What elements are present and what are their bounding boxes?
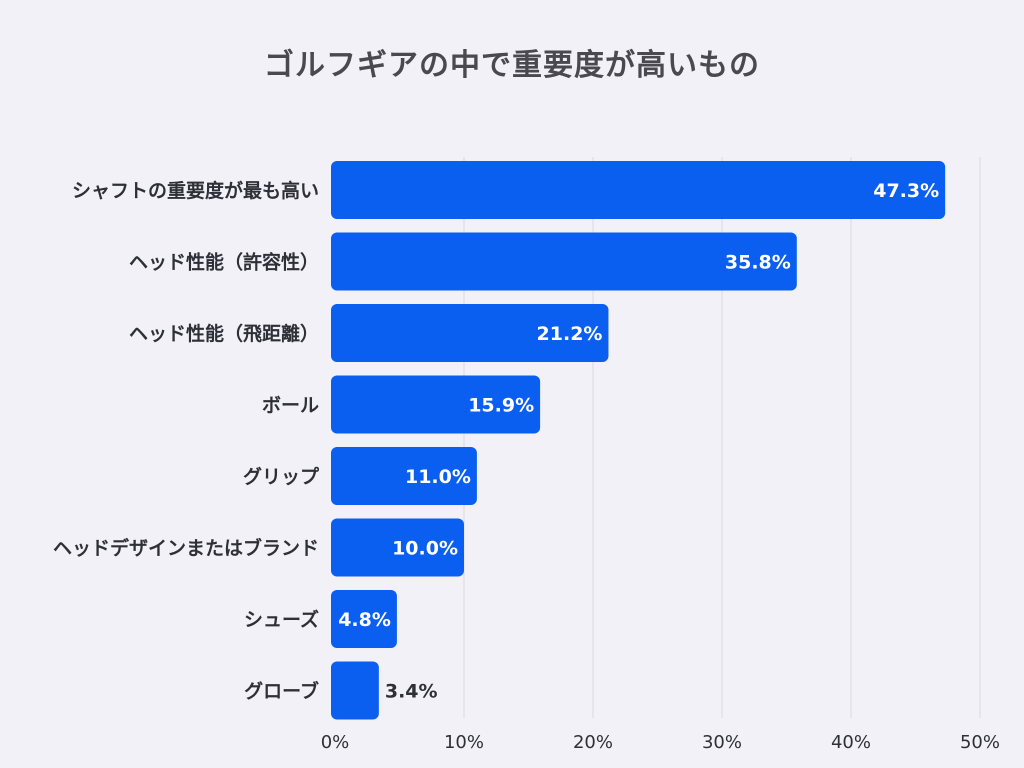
- category-label: ヘッド性能（飛距離）: [129, 322, 319, 345]
- bar: [331, 518, 464, 577]
- category-label: ヘッド性能（許容性）: [129, 251, 319, 274]
- bar-value-label: 35.8%: [725, 252, 791, 274]
- bar-value-label: 3.4%: [385, 681, 438, 703]
- bar-value-label: 11.0%: [405, 466, 471, 488]
- category-label: グローブ: [244, 680, 319, 703]
- x-tick-label: 40%: [831, 732, 871, 753]
- bar-value-label: 10.0%: [392, 538, 458, 560]
- bar-value-label: 47.3%: [873, 180, 939, 202]
- bar: [331, 375, 541, 434]
- bar: [331, 590, 397, 648]
- x-axis-ticks: 0% 10% 20% 30% 40% 50%: [321, 732, 1000, 753]
- x-tick-label: 20%: [573, 732, 613, 753]
- category-label: シューズ: [244, 608, 319, 631]
- x-tick-label: 0%: [321, 732, 350, 753]
- bar: [331, 661, 379, 720]
- x-tick-label: 10%: [444, 732, 484, 753]
- bar-value-label: 15.9%: [468, 395, 534, 417]
- bar: [331, 447, 477, 505]
- x-tick-label: 50%: [960, 732, 1000, 753]
- bar-value-label: 4.8%: [338, 609, 391, 631]
- category-label: ヘッドデザインまたはブランド: [53, 537, 319, 560]
- x-tick-label: 30%: [702, 732, 742, 753]
- bar-value-label: 21.2%: [537, 323, 603, 345]
- bar: [331, 304, 609, 362]
- bars: 47.3% 35.8% 21.2% 15.9% 11.0% 10.0% 4.8% 3.4%: [331, 161, 946, 720]
- chart-title: ゴルフギアの中で重要度が高いもの: [264, 48, 760, 83]
- bar: [331, 161, 946, 219]
- category-label: ボール: [262, 395, 319, 417]
- bar: [331, 232, 797, 291]
- category-label: シャフトの重要度が最も高い: [72, 179, 319, 202]
- category-label: グリップ: [243, 465, 320, 488]
